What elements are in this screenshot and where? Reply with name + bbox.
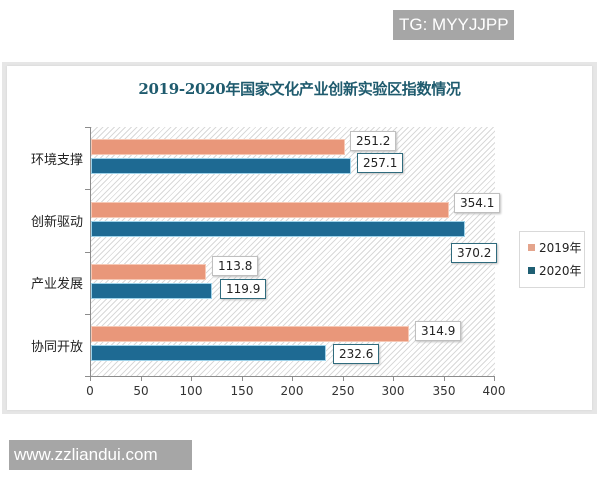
x-tick-label: 0 — [86, 384, 94, 398]
bar-2020-chuangxin — [91, 221, 465, 237]
y-tick — [85, 376, 90, 377]
data-label: 251.2 — [350, 131, 397, 151]
bar-2019-huanjing — [91, 139, 345, 155]
bar-2020-huanjing — [91, 158, 351, 174]
category-label: 产业发展 — [30, 277, 83, 292]
y-tick — [85, 252, 90, 253]
chart-legend: 2019年 2020年 — [519, 231, 585, 288]
y-axis — [90, 127, 91, 377]
x-tick — [141, 376, 142, 381]
x-tick-label: 150 — [230, 384, 254, 398]
x-tick — [444, 376, 445, 381]
x-tick-label: 200 — [280, 384, 304, 398]
x-tick-label: 100 — [179, 384, 203, 398]
legend-label-2020: 2020年 — [539, 264, 582, 278]
x-tick-label: 350 — [432, 384, 456, 398]
x-tick-label: 300 — [381, 384, 405, 398]
watermark-top: TG: MYYJJPP — [393, 10, 514, 40]
data-label: 119.9 — [220, 279, 267, 299]
data-label: 354.1 — [454, 193, 501, 213]
watermark-bottom: www.zzliandui.com — [9, 440, 192, 470]
data-label: 113.8 — [212, 256, 259, 276]
legend-label-2019: 2019年 — [539, 241, 582, 255]
bar-2019-chuangxin — [91, 202, 449, 218]
x-tick — [494, 376, 495, 381]
x-tick — [191, 376, 192, 381]
category-label: 创新驱动 — [30, 215, 83, 230]
chart-frame: 2019-2020年国家文化产业创新实验区指数情况 0 50 100 150 2… — [2, 62, 597, 414]
y-tick — [85, 189, 90, 190]
x-tick — [90, 376, 91, 381]
x-tick-label: 400 — [482, 384, 506, 398]
data-label: 314.9 — [415, 321, 462, 341]
bar-2019-chanye — [91, 264, 206, 280]
x-tick-label: 250 — [331, 384, 355, 398]
legend-item-2019: 2019年 — [528, 240, 582, 256]
legend-item-2020: 2020年 — [528, 263, 582, 279]
bar-2020-xietong — [91, 345, 326, 361]
x-tick — [242, 376, 243, 381]
chart-panel: 2019-2020年国家文化产业创新实验区指数情况 0 50 100 150 2… — [7, 66, 592, 410]
data-label: 257.1 — [357, 153, 404, 173]
category-label: 协同开放 — [30, 340, 83, 355]
x-tick — [343, 376, 344, 381]
data-label: 370.2 — [451, 243, 498, 263]
bar-2019-xietong — [91, 326, 409, 342]
data-label: 232.6 — [333, 344, 380, 364]
legend-swatch-2020 — [528, 267, 535, 274]
y-tick — [85, 314, 90, 315]
category-label: 环境支撑 — [30, 153, 83, 168]
x-tick — [393, 376, 394, 381]
bar-2020-chanye — [91, 283, 212, 299]
x-tick — [292, 376, 293, 381]
y-tick — [85, 127, 90, 128]
legend-swatch-2019 — [528, 244, 535, 251]
x-tick-label: 50 — [133, 384, 149, 398]
chart-title: 2019-2020年国家文化产业创新实验区指数情况 — [138, 80, 461, 98]
